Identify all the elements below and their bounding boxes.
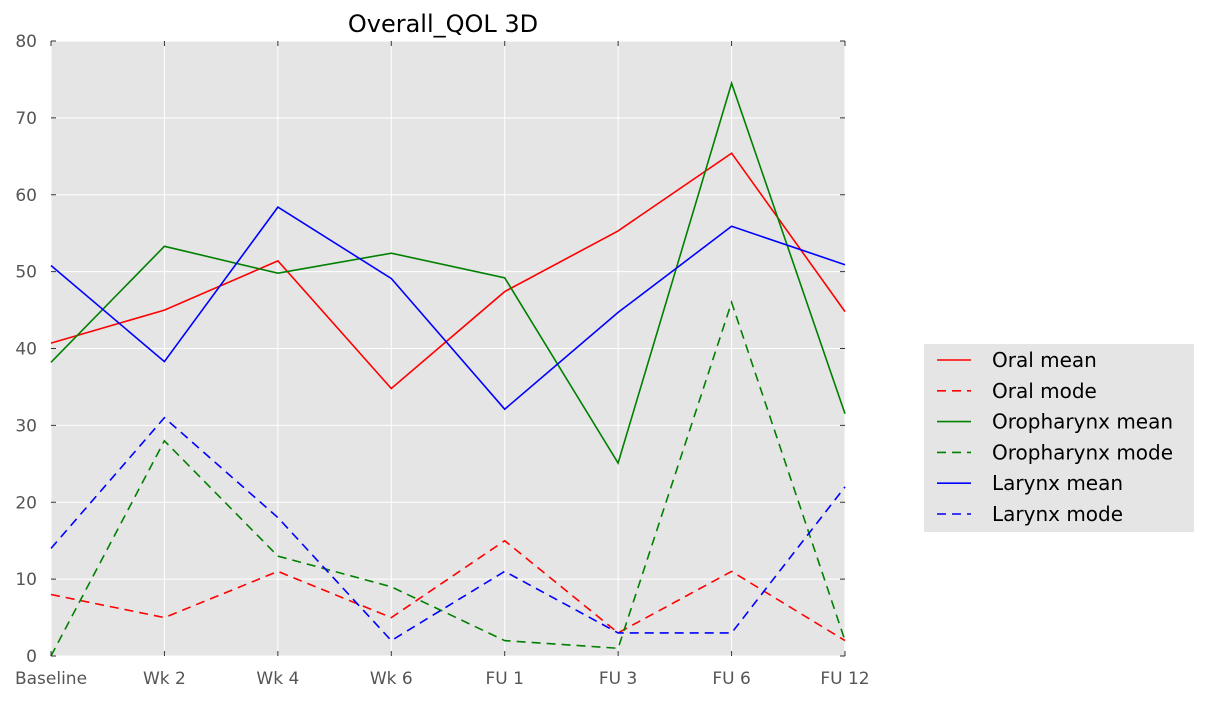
x-tick-label: FU 3 [599,669,637,689]
x-tick-label: FU 6 [712,669,750,689]
y-tick-label: 70 [15,109,37,129]
y-tick-label: 10 [15,570,37,590]
series-line-oral-mode [50,539,846,642]
x-tick-label: Wk 2 [143,669,186,689]
x-tick-label: Wk 6 [370,669,413,689]
y-tick-label: 80 [15,32,37,52]
legend-label-oral-mode: Oral mode [992,379,1097,403]
series-line-oral-mean [50,152,846,390]
grid [50,40,846,657]
y-tick-label: 50 [15,263,37,283]
x-tick-label: Baseline [15,669,87,689]
chart-title: Overall_QOL 3D [348,10,538,38]
legend: Oral mean Oral mode Oropharynx mean Orophar… [924,344,1194,532]
x-tick-label: FU 12 [820,669,869,689]
x-tick-label: FU 1 [485,669,523,689]
x-tick-label: Wk 4 [256,669,299,689]
legend-label-oral-mean: Oral mean [992,348,1097,372]
legend-label-oropharynx-mode: Oropharynx mode [992,440,1173,464]
x-axis: Baseline Wk 2 Wk 4 Wk 6 FU 1 FU 3 FU 6 FU 12 [15,41,870,689]
y-tick-label: 30 [15,416,37,436]
y-tick-label: 40 [15,340,37,360]
y-axis: 0 10 20 30 40 50 60 70 80 [15,32,845,667]
series-line-larynx-mean [50,206,846,411]
legend-label-larynx-mode: Larynx mode [992,502,1123,526]
y-tick-label: 0 [26,647,37,667]
legend-box [924,344,1194,532]
y-tick-label: 20 [15,493,37,513]
series-line-oropharynx-mode [50,299,846,657]
series-line-oropharynx-mean [50,80,846,465]
series-lines [50,80,846,657]
legend-label-larynx-mean: Larynx mean [992,471,1123,495]
y-tick-label: 60 [15,186,37,206]
legend-label-oropharynx-mean: Oropharynx mean [992,410,1173,434]
series-line-larynx-mode [50,416,846,642]
